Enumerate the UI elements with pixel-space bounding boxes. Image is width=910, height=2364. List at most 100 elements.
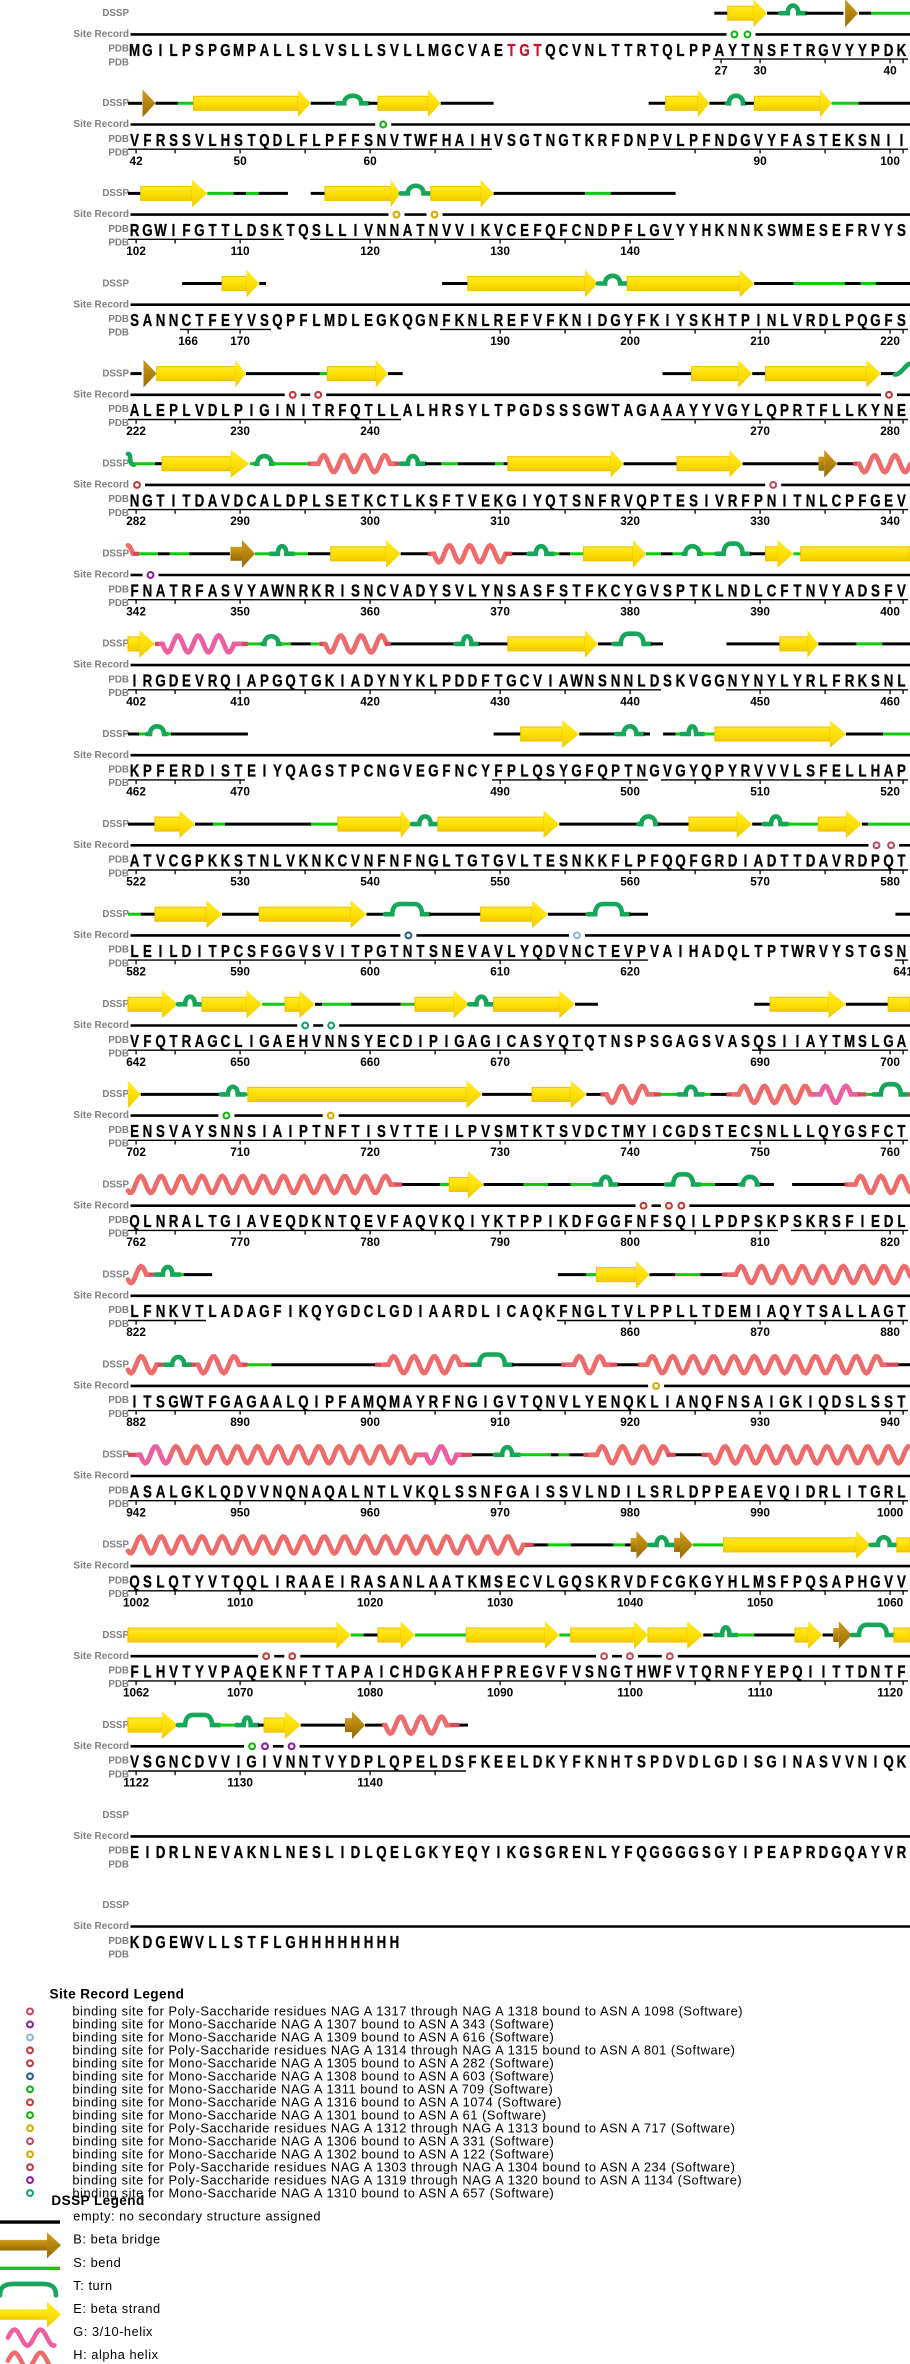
svg-text:780: 780: [360, 1235, 380, 1249]
svg-text:360: 360: [360, 604, 380, 618]
svg-text:binding site for Mono-Sacchari: binding site for Mono-Saccharide NAG A 1…: [72, 2185, 554, 2200]
svg-text:730: 730: [490, 1145, 510, 1159]
svg-text:920: 920: [620, 1415, 640, 1429]
svg-text:402: 402: [126, 694, 146, 708]
svg-text:binding site for Poly-Sacchari: binding site for Poly-Saccharide residue…: [72, 2172, 742, 2187]
svg-text:PDB: PDB: [108, 1499, 129, 1510]
svg-text:DSSP: DSSP: [102, 1540, 129, 1551]
svg-text:PDB: PDB: [108, 1215, 129, 1226]
svg-text:100: 100: [880, 154, 900, 168]
svg-text:PDB: PDB: [108, 328, 129, 339]
svg-text:280: 280: [880, 424, 900, 438]
svg-text:binding site for Mono-Sacchari: binding site for Mono-Saccharide NAG A 1…: [72, 2056, 554, 2071]
svg-text:PDB: PDB: [108, 958, 129, 969]
svg-text:DSSP: DSSP: [102, 1269, 129, 1280]
svg-text:binding site for Poly-Sacchari: binding site for Poly-Saccharide residue…: [72, 2121, 735, 2136]
svg-text:binding site for Poly-Sacchari: binding site for Poly-Saccharide residue…: [72, 2004, 743, 2019]
svg-text:220: 220: [880, 334, 900, 348]
svg-text:710: 710: [230, 1145, 250, 1159]
svg-text:H: alpha helix: H: alpha helix: [73, 2347, 158, 2362]
svg-text:770: 770: [230, 1235, 250, 1249]
svg-text:560: 560: [620, 875, 640, 889]
svg-text:522: 522: [126, 875, 146, 889]
svg-text:670: 670: [490, 1055, 510, 1069]
svg-text:320: 320: [620, 514, 640, 528]
svg-text:PDB: PDB: [108, 1679, 129, 1690]
svg-text:1050: 1050: [747, 1595, 774, 1609]
svg-text:Site Record Legend: Site Record Legend: [50, 1987, 185, 2002]
svg-text:660: 660: [360, 1055, 380, 1069]
svg-text:90: 90: [754, 154, 768, 168]
svg-text:PDB: PDB: [108, 57, 129, 68]
svg-text:1060: 1060: [877, 1595, 904, 1609]
svg-text:200: 200: [620, 334, 640, 348]
svg-text:720: 720: [360, 1145, 380, 1159]
svg-text:40: 40: [884, 64, 898, 78]
svg-text:PDB: PDB: [108, 1769, 129, 1780]
svg-text:PDB: PDB: [108, 134, 129, 145]
svg-text:27: 27: [715, 64, 729, 78]
svg-text:Site Record: Site Record: [73, 1200, 129, 1211]
svg-text:binding site for Mono-Sacchari: binding site for Mono-Saccharide NAG A 1…: [72, 2030, 554, 2045]
svg-text:PDB: PDB: [108, 945, 129, 956]
svg-text:binding site for Mono-Sacchari: binding site for Mono-Saccharide NAG A 1…: [72, 2108, 546, 2123]
svg-text:110: 110: [231, 244, 250, 258]
svg-text:642: 642: [126, 1055, 146, 1069]
svg-text:PDB: PDB: [108, 1305, 129, 1316]
svg-text:350: 350: [230, 604, 250, 618]
svg-text:MGILPSPGMPALLSLVSLLSVLLMGCVAE: MGILPSPGMPALLSLVSLLSVLLMGCVAE: [129, 41, 503, 60]
svg-text:540: 540: [360, 875, 380, 889]
svg-text:230: 230: [230, 424, 250, 438]
svg-text:800: 800: [620, 1235, 640, 1249]
svg-text:950: 950: [230, 1505, 250, 1519]
svg-text:600: 600: [360, 965, 380, 979]
svg-text:1000: 1000: [877, 1505, 904, 1519]
svg-text:binding site for Mono-Sacchari: binding site for Mono-Saccharide NAG A 1…: [72, 2017, 554, 2032]
svg-text:binding site for Mono-Sacchari: binding site for Mono-Saccharide NAG A 1…: [72, 2147, 554, 2162]
svg-text:PDB: PDB: [108, 868, 129, 879]
svg-text:750: 750: [750, 1145, 770, 1159]
svg-text:Site Record: Site Record: [73, 29, 129, 40]
svg-text:PDB: PDB: [108, 1485, 129, 1496]
svg-text:942: 942: [126, 1505, 146, 1519]
svg-text:1120: 1120: [877, 1686, 903, 1700]
svg-text:1010: 1010: [227, 1595, 254, 1609]
svg-text:1122: 1122: [123, 1776, 149, 1790]
svg-text:282: 282: [126, 514, 146, 528]
svg-text:Site Record: Site Record: [73, 1741, 129, 1752]
svg-text:580: 580: [880, 875, 900, 889]
svg-text:822: 822: [126, 1325, 146, 1339]
svg-text:790: 790: [490, 1235, 510, 1249]
svg-text:DSSP: DSSP: [102, 278, 129, 289]
svg-text:DSSP: DSSP: [102, 1179, 129, 1190]
svg-text:S: bend: S: bend: [73, 2255, 121, 2270]
svg-text:1062: 1062: [123, 1686, 150, 1700]
svg-text:650: 650: [230, 1055, 250, 1069]
svg-text:690: 690: [750, 1055, 770, 1069]
svg-text:PDB: PDB: [108, 1035, 129, 1046]
svg-text:330: 330: [750, 514, 770, 528]
svg-text:890: 890: [230, 1415, 250, 1429]
svg-text:582: 582: [126, 965, 146, 979]
svg-text:520: 520: [880, 785, 900, 799]
svg-text:PDB: PDB: [108, 765, 129, 776]
svg-text:DSSP: DSSP: [102, 1089, 129, 1100]
svg-text:binding site for Mono-Sacchari: binding site for Mono-Saccharide NAG A 1…: [72, 2095, 562, 2110]
svg-text:B: beta bridge: B: beta bridge: [73, 2232, 160, 2247]
svg-text:50: 50: [234, 154, 248, 168]
svg-text:462: 462: [126, 785, 146, 799]
svg-text:102: 102: [126, 244, 146, 258]
svg-text:550: 550: [490, 875, 510, 889]
svg-text:DSSP: DSSP: [102, 1360, 129, 1371]
svg-text:Site Record: Site Record: [73, 1651, 129, 1662]
svg-text:290: 290: [230, 514, 250, 528]
svg-text:500: 500: [620, 785, 640, 799]
svg-text:240: 240: [360, 424, 380, 438]
svg-text:KDGEWVLLSTFLGHHHHHHHH: KDGEWVLLSTFLGHHHHHHHH: [130, 1933, 400, 1952]
svg-text:170: 170: [230, 334, 250, 348]
svg-text:E: beta strand: E: beta strand: [73, 2301, 160, 2316]
svg-text:410: 410: [230, 694, 250, 708]
svg-text:870: 870: [750, 1325, 770, 1339]
svg-text:PDB: PDB: [108, 1846, 129, 1857]
svg-text:PDB: PDB: [108, 1859, 129, 1870]
